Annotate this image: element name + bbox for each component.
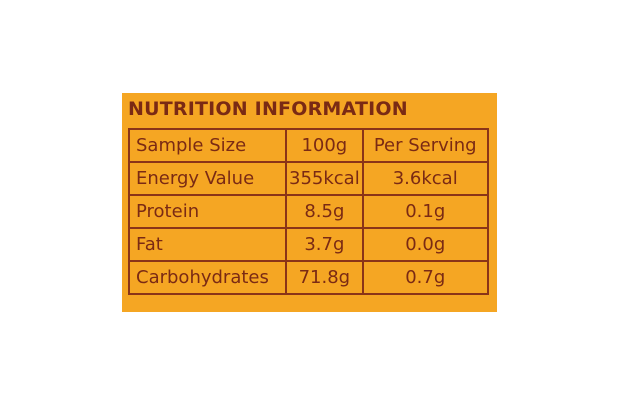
table-cell: Energy Value <box>128 161 287 196</box>
table-cell: Protein <box>128 194 287 229</box>
table-row: Fat 3.7g 0.0g <box>128 227 489 262</box>
table-row: Carbohydrates 71.8g 0.7g <box>128 260 489 295</box>
table-cell: Fat <box>128 227 287 262</box>
table-cell: Carbohydrates <box>128 260 287 295</box>
nutrition-panel: NUTRITION INFORMATION Sample Size 100g Per… <box>122 93 497 312</box>
table-cell: 3.6kcal <box>361 161 489 196</box>
table-row: Energy Value 355kcal 3.6kcal <box>128 161 489 196</box>
table-cell: Per Serving <box>361 128 489 163</box>
nutrition-table: Sample Size 100g Per Serving Energy Value 35… <box>128 128 489 295</box>
table-cell: 355kcal <box>285 161 364 196</box>
table-cell: 0.7g <box>361 260 489 295</box>
panel-title: NUTRITION INFORMATION <box>128 98 408 120</box>
table-cell: 71.8g <box>285 260 364 295</box>
table-cell: 0.0g <box>361 227 489 262</box>
table-cell: 100g <box>285 128 364 163</box>
table-row: Protein 8.5g 0.1g <box>128 194 489 229</box>
table-cell: Sample Size <box>128 128 287 163</box>
table-cell: 3.7g <box>285 227 364 262</box>
table-cell: 8.5g <box>285 194 364 229</box>
table-row: Sample Size 100g Per Serving <box>128 128 489 163</box>
table-cell: 0.1g <box>361 194 489 229</box>
